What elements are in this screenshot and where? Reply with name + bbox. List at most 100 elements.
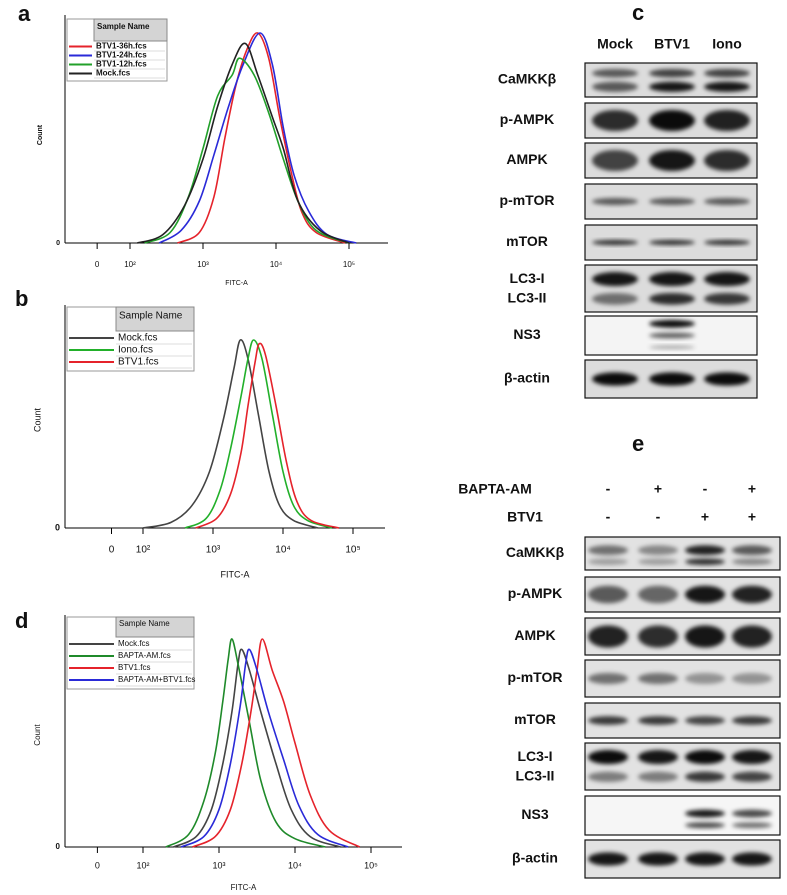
blot-band [649, 198, 695, 205]
legend-header-text: Sample Name [119, 619, 170, 628]
blot-band [588, 558, 628, 566]
blot-band [649, 372, 695, 386]
blot-band [588, 750, 628, 765]
row-label: mTOR [506, 233, 548, 249]
row-label: LC3-I [518, 748, 553, 764]
x-tick-label: 10⁴ [288, 860, 302, 870]
blot-band [685, 545, 725, 556]
row-label: LC3-II [508, 290, 547, 306]
y-tick-label: 0 [56, 842, 61, 851]
blot-band [638, 672, 678, 685]
blot-band [592, 150, 638, 171]
blot-band [592, 272, 638, 287]
legend-header [115, 306, 195, 332]
x-tick-label: 10³ [206, 545, 221, 556]
row-label: NS3 [513, 326, 540, 342]
legend-entry: BAPTA-AM.fcs [118, 651, 171, 660]
blot-band [685, 750, 725, 765]
y-tick-label: 0 [55, 522, 60, 532]
x-tick-label: 10² [136, 860, 149, 870]
blot-band [592, 372, 638, 386]
blot-band [732, 672, 772, 685]
y-axis-label: Count [32, 408, 42, 433]
row-label: β-actin [504, 370, 550, 386]
treatment-sign: - [606, 509, 611, 525]
blot-band [649, 68, 695, 78]
row-label: p-mTOR [500, 192, 555, 208]
blot-band [638, 625, 678, 648]
legend-entry: BTV1.fcs [118, 357, 159, 368]
legend-entry: Mock.fcs [118, 333, 157, 344]
blot-band [704, 110, 750, 131]
panel-letter: a [18, 1, 31, 26]
blot-band [732, 545, 772, 556]
legend-entry: BTV1.fcs [118, 663, 150, 672]
histogram-curve [144, 57, 350, 244]
blot-band [638, 545, 678, 556]
blot-band [685, 852, 725, 866]
y-tick-label: 0 [56, 240, 60, 247]
blot-band [732, 852, 772, 866]
histogram-curve [165, 638, 326, 848]
y-axis-label: Count [37, 124, 44, 145]
blot-band [732, 625, 772, 648]
row-label: LC3-II [516, 768, 555, 784]
lane-label: Mock [597, 36, 633, 52]
blot-band [592, 198, 638, 205]
blot-band [685, 809, 725, 818]
blot-band [732, 771, 772, 783]
blot-band [704, 272, 750, 287]
blot-band [592, 81, 638, 92]
x-axis-label: FITC-A [225, 280, 248, 287]
lane-label: Iono [712, 36, 742, 52]
row-label: NS3 [521, 806, 548, 822]
panel-letter: b [15, 286, 28, 311]
blot-band [592, 110, 638, 131]
blot-band [588, 625, 628, 648]
row-label: p-mTOR [508, 669, 563, 685]
blot-band [588, 852, 628, 866]
blot-band [685, 625, 725, 648]
row-label: β-actin [512, 850, 558, 866]
legend-entry: BTV1-36h.fcs [96, 42, 147, 51]
blot-band [588, 716, 628, 725]
blot-band [685, 558, 725, 566]
row-label: mTOR [514, 711, 556, 727]
treatment-sign: + [701, 509, 709, 525]
blot-band [588, 771, 628, 783]
row-label: AMPK [506, 151, 547, 167]
blot-band [685, 585, 725, 604]
blot-band [638, 558, 678, 566]
blot-band [649, 332, 695, 339]
blot-band [732, 750, 772, 765]
blot-band [649, 345, 695, 350]
histogram-curve [137, 42, 350, 244]
x-tick-label: 10⁵ [345, 545, 360, 556]
blot-band [638, 585, 678, 604]
blot-band [588, 585, 628, 604]
x-tick-label: 10⁵ [364, 860, 378, 870]
legend-entry: Mock.fcs [96, 69, 131, 78]
blot-band [685, 672, 725, 685]
blot-band [704, 239, 750, 246]
treatment-sign: + [654, 481, 662, 497]
blot-band [704, 198, 750, 205]
blot-band [592, 292, 638, 305]
x-tick-label: 10⁵ [343, 260, 355, 269]
x-tick-label: 10³ [197, 260, 209, 269]
blot-band [649, 319, 695, 328]
legend-entry: Mock.fcs [118, 639, 150, 648]
blot-band [704, 372, 750, 386]
histogram-curve [184, 339, 333, 529]
histogram-curve [158, 32, 357, 244]
blot-band [649, 110, 695, 131]
treatment-sign: - [606, 481, 611, 497]
row-label: p-AMPK [508, 585, 562, 601]
treatment-sign: + [748, 481, 756, 497]
treatment-label: BAPTA-AM [458, 481, 532, 497]
row-label: LC3-I [510, 270, 545, 286]
lane-label: BTV1 [654, 36, 690, 52]
x-tick-label: 10² [136, 545, 151, 556]
blot-band [685, 771, 725, 783]
row-label: CaMKKβ [498, 71, 557, 87]
